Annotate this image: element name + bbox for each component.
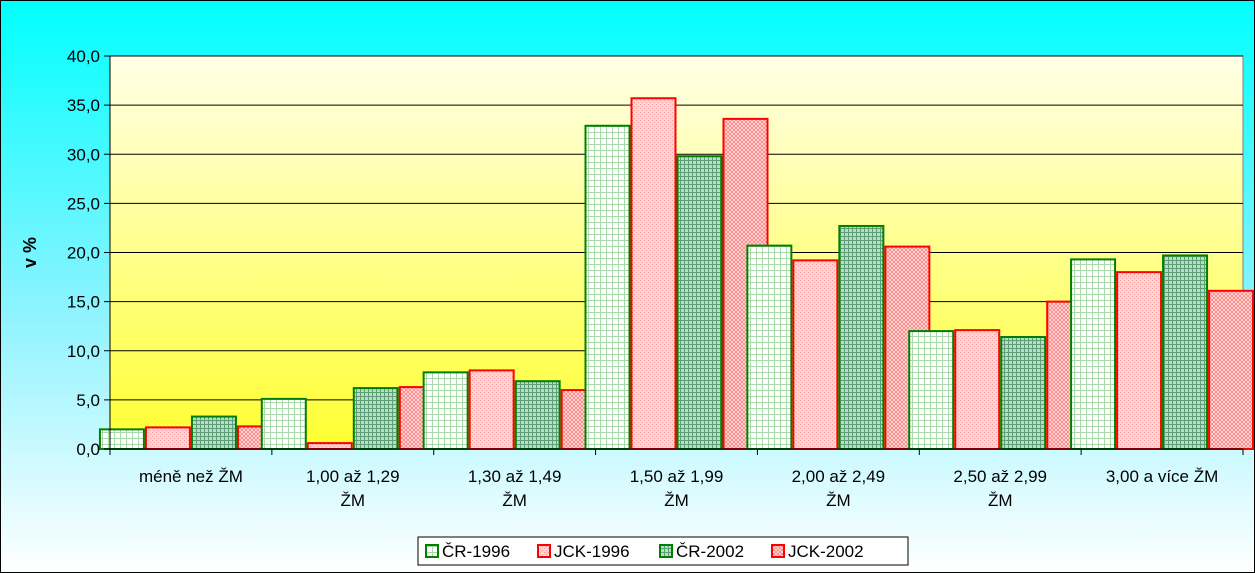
bars xyxy=(98,97,1255,451)
y-tick-label: 15,0 xyxy=(67,293,100,312)
y-tick-label: 25,0 xyxy=(67,194,100,213)
legend-swatch xyxy=(425,544,439,558)
x-tick-label: 3,00 a více ŽM xyxy=(1106,467,1218,486)
legend-swatch xyxy=(537,544,551,558)
bar-JCK-1996-0 xyxy=(144,426,191,451)
bar-JCK-1996-3 xyxy=(630,97,677,450)
bar-JCK-1996-5 xyxy=(954,329,1001,450)
bar-JCK-1996-2 xyxy=(468,369,515,450)
y-tick-label: 5,0 xyxy=(76,391,100,410)
bar-ČR-1996-0 xyxy=(98,428,145,451)
legend-label: JCK-1996 xyxy=(554,542,630,561)
legend-label: JCK-2002 xyxy=(788,542,864,561)
bar-ČR-2002-6 xyxy=(1162,254,1209,450)
bar-ČR-2002-3 xyxy=(676,155,723,450)
bar-JCK-2002-6 xyxy=(1208,289,1255,450)
x-tick-label: 2,00 až 2,49 ŽM xyxy=(792,467,886,510)
x-tick-label: méně než ŽM xyxy=(139,467,243,486)
bar-JCK-1996-1 xyxy=(306,442,353,451)
bar-ČR-2002-1 xyxy=(352,387,399,450)
y-axis: 0,0 5,0 10,0 15,0 20,0 25,0 30,0 35,0 40,0 xyxy=(67,47,111,459)
x-tick-label: 1,00 až 1,29 ŽM xyxy=(306,467,400,510)
y-tick-label: 30,0 xyxy=(67,145,100,164)
x-axis: méně než ŽM 1,00 až 1,29 ŽM 1,30 až 1,49 ŽM 1… xyxy=(109,448,1244,510)
bar-ČR-1996-1 xyxy=(260,397,307,450)
bar-ČR-2002-2 xyxy=(514,380,561,450)
legend-label: ČR-1996 xyxy=(442,542,510,561)
y-tick-label: 0,0 xyxy=(76,440,100,459)
bar-JCK-1996-6 xyxy=(1116,271,1163,450)
bar-ČR-2002-4 xyxy=(838,224,885,450)
bar-JCK-1996-4 xyxy=(792,259,839,450)
x-tick-label: 2,50 až 2,99 ŽM xyxy=(953,467,1047,510)
y-axis-title: v % xyxy=(20,237,40,268)
bar-ČR-1996-3 xyxy=(584,124,631,450)
legend-label: ČR-2002 xyxy=(676,542,744,561)
legend-swatch xyxy=(659,544,673,558)
bar-ČR-2002-0 xyxy=(190,415,237,451)
legend: ČR-1996 JCK-1996 ČR-2002 JCK-2002 xyxy=(417,536,909,566)
bar-ČR-1996-4 xyxy=(746,244,793,450)
y-tick-label: 20,0 xyxy=(67,244,100,263)
bar-ČR-1996-6 xyxy=(1070,258,1117,450)
y-tick-label: 10,0 xyxy=(67,342,100,361)
y-tick-label: 40,0 xyxy=(67,47,100,66)
bar-ČR-1996-5 xyxy=(908,330,955,451)
bar-ČR-2002-5 xyxy=(1000,335,1047,450)
legend-swatch xyxy=(771,544,785,558)
y-tick-label: 35,0 xyxy=(67,96,100,115)
x-tick-label: 1,30 až 1,49 ŽM xyxy=(468,467,562,510)
bar-ČR-1996-2 xyxy=(422,371,469,450)
x-tick-label: 1,50 až 1,99 ŽM xyxy=(630,467,724,510)
